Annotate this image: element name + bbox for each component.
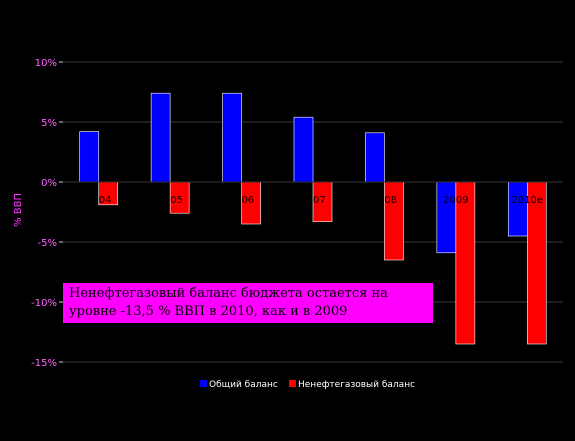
legend-swatch-total — [200, 380, 207, 387]
bar-total-balance — [507, 181, 528, 237]
y-tick-label: -5% — [38, 238, 57, 249]
y-tick-label: -10% — [31, 298, 57, 309]
y-tick-label: 0% — [41, 178, 57, 189]
bar-total-balance — [150, 92, 171, 183]
bar-nonoil-balance — [455, 181, 476, 345]
annotation-box: Ненефтегазовый баланс бюджета остается н… — [63, 283, 433, 323]
bars — [79, 92, 547, 345]
y-tick-label: 10% — [35, 58, 57, 69]
bar-total-balance — [79, 131, 100, 183]
category-label: 2008 — [372, 195, 397, 206]
category-label: 2009 — [443, 195, 468, 206]
y-axis-ticks: 10% 5% 0% -5% -10% -15% — [31, 58, 63, 369]
category-label: 2005 — [157, 195, 182, 206]
bar-total-balance — [436, 181, 457, 254]
y-tick-label: 5% — [41, 118, 57, 129]
bar-nonoil-balance — [384, 181, 404, 261]
category-label: 2006 — [229, 195, 254, 206]
bar-total-balance — [293, 116, 314, 183]
legend-label-nonoil: Ненефтегазовый баланс — [298, 380, 415, 390]
y-tick-label: -15% — [31, 358, 57, 369]
bar-total-balance — [365, 132, 385, 183]
legend-swatch-nonoil — [289, 380, 296, 387]
bar-nonoil-balance — [526, 181, 547, 345]
category-label: 2004 — [86, 195, 111, 206]
category-label: 2007 — [300, 195, 325, 206]
legend-label-total: Общий баланс — [209, 380, 278, 390]
category-label: 2010е — [511, 195, 543, 206]
legend: Общий баланс Ненефтегазовый баланс — [200, 380, 415, 390]
bar-total-balance — [222, 92, 242, 183]
y-axis-label: % ВВП — [13, 193, 24, 227]
category-labels: 2004 2005 2006 2007 2008 2009 2010е — [86, 195, 543, 206]
